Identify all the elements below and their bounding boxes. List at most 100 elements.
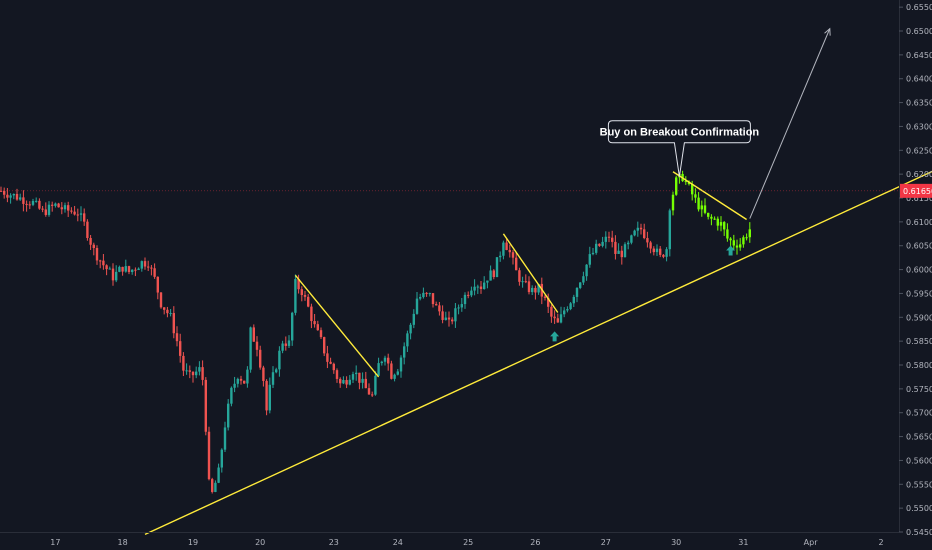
candle-body <box>185 370 188 372</box>
candle <box>150 265 153 276</box>
candle-body <box>460 304 463 308</box>
candle-body <box>403 346 406 358</box>
candle-body <box>377 363 380 376</box>
candle-body <box>143 261 147 267</box>
candle <box>671 191 675 216</box>
candle <box>419 293 422 301</box>
candle <box>243 380 246 384</box>
resistance-trendline[interactable] <box>294 274 380 378</box>
candle <box>396 368 399 376</box>
candle <box>31 198 35 207</box>
current-price-tag <box>900 183 932 198</box>
candle <box>0 186 3 192</box>
candle <box>713 216 716 220</box>
candle <box>300 286 303 302</box>
candle-body <box>92 244 95 249</box>
candle-body <box>156 276 159 293</box>
candle-body <box>492 270 495 278</box>
candle <box>268 377 271 414</box>
candle-body <box>326 353 329 362</box>
candle-body <box>470 290 473 296</box>
candle <box>387 353 390 371</box>
resistance-trendline[interactable] <box>672 171 747 221</box>
candle-body <box>697 197 700 210</box>
candle <box>223 421 227 452</box>
candle-body <box>316 324 319 331</box>
candle-body <box>515 257 518 271</box>
candle <box>348 375 351 386</box>
candle <box>620 245 623 265</box>
candle <box>355 365 358 381</box>
candle-body <box>700 205 703 210</box>
candle <box>41 205 44 213</box>
candle <box>351 371 355 384</box>
candle-body <box>467 294 470 296</box>
candle-body <box>118 266 121 272</box>
callout-box[interactable]: Buy on Breakout Confirmation <box>600 120 760 177</box>
candle-body <box>428 293 431 295</box>
candle <box>67 201 70 217</box>
candle-body <box>102 260 105 266</box>
candle <box>108 266 111 270</box>
candle <box>748 222 751 243</box>
candle <box>89 234 92 250</box>
candle <box>556 313 559 323</box>
candle <box>431 293 435 308</box>
candle <box>579 281 582 290</box>
candle-body <box>271 372 275 385</box>
time-axis[interactable]: 17 18 19 20 23 24 25 26 27 30 31 Apr 2 <box>50 538 883 547</box>
candle-body <box>499 255 502 258</box>
candle <box>467 291 470 299</box>
candle-body <box>262 367 265 381</box>
candle <box>550 304 553 323</box>
candle <box>665 247 668 262</box>
callout-bubble <box>607 120 751 177</box>
candle <box>28 201 31 210</box>
candle-body <box>252 327 255 342</box>
support-trendline[interactable] <box>144 167 932 536</box>
candle <box>3 187 6 199</box>
candle <box>745 233 748 241</box>
candle-body <box>140 261 143 269</box>
candle-body <box>0 190 3 192</box>
time-tick-label: 20 <box>255 538 265 547</box>
candle <box>38 198 41 210</box>
candle-body <box>431 293 435 305</box>
candle-body <box>310 306 313 322</box>
candle-body <box>483 282 486 290</box>
candle <box>566 306 569 313</box>
candle-body <box>425 292 428 294</box>
candle-body <box>531 287 534 293</box>
resistance-trendline[interactable] <box>502 233 559 313</box>
candle <box>604 231 607 249</box>
candle-body <box>505 242 508 250</box>
candle <box>607 231 611 243</box>
candle <box>207 426 211 481</box>
candle-body <box>191 371 195 376</box>
candle <box>543 294 547 301</box>
candle-body <box>124 266 127 272</box>
candle <box>191 371 195 383</box>
candle-body <box>415 298 419 314</box>
candle <box>281 340 284 354</box>
time-tick-label: 17 <box>50 538 60 547</box>
candle <box>595 239 598 255</box>
candle <box>115 265 118 283</box>
candle-body <box>374 375 377 395</box>
candle <box>483 276 486 290</box>
candle <box>143 257 147 270</box>
candle-body <box>620 250 623 258</box>
candle-body <box>332 363 335 371</box>
candle <box>35 197 38 203</box>
time-tick-label: 31 <box>738 538 748 547</box>
candle <box>739 238 742 251</box>
projection-arrow-line[interactable] <box>749 28 831 219</box>
candle <box>742 235 745 248</box>
candle <box>310 303 313 329</box>
